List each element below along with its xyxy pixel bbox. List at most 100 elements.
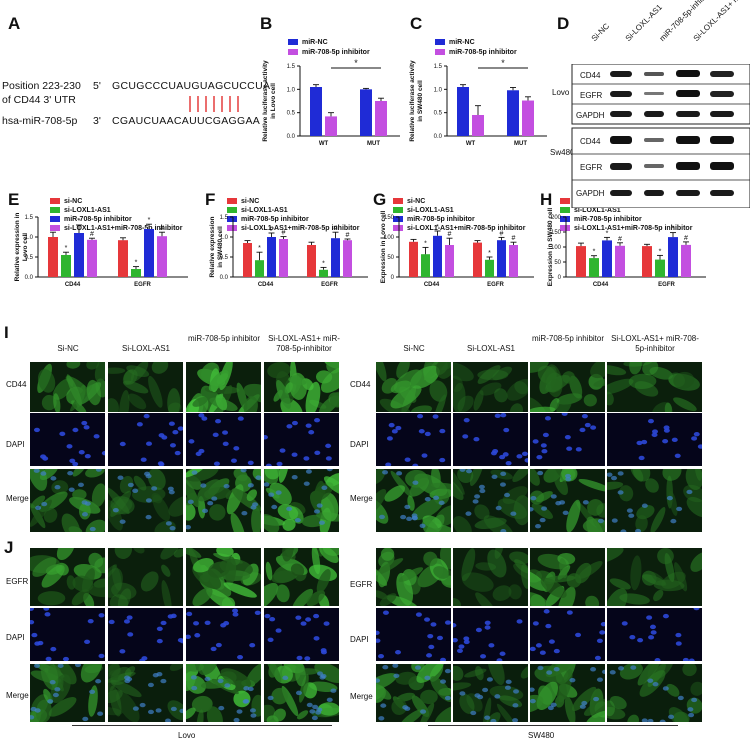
- legend-label: si-LOXL1-AS1+miR-708-5p inhibitor: [574, 225, 693, 232]
- mir-label: hsa-miR-708-5p: [2, 115, 78, 127]
- fluorescence-image: [30, 664, 105, 722]
- j-row-merge-sw480: Merge: [350, 692, 373, 701]
- bar: [507, 90, 519, 136]
- lovo-caption: Lovo: [178, 731, 196, 740]
- y-tick-label: 1.0: [25, 235, 34, 241]
- bar: [421, 254, 430, 277]
- bar: [87, 239, 97, 277]
- y-tick-label: 0: [391, 275, 395, 281]
- i-col-4-sw480: Si-LOXL-AS1+ miR-708-5p-inhibitor: [611, 334, 699, 353]
- bar: [360, 89, 372, 136]
- y-axis-label: Relative luciferase activityin SW480 cel…: [409, 60, 424, 142]
- y-tick-label: 50: [387, 255, 394, 261]
- x-tick-label: MUT: [514, 141, 527, 147]
- bar: [655, 259, 665, 277]
- bar: [433, 235, 442, 277]
- y-tick-label: 100: [551, 245, 562, 251]
- legend-label: si-NC: [241, 198, 259, 205]
- significance-marker: *: [593, 249, 596, 256]
- significance-marker: #: [160, 225, 164, 232]
- fluorescence-image: [607, 469, 702, 532]
- bar: [485, 259, 494, 277]
- fluorescence-image: [607, 362, 702, 412]
- x-tick-label: CD44: [424, 282, 440, 288]
- legend-label: si-LOXL1-AS1: [574, 207, 621, 214]
- bar: [509, 245, 518, 277]
- legend-label: miR-708-5p inhibitor: [449, 49, 517, 56]
- bar: [267, 237, 276, 277]
- bar: [576, 246, 586, 277]
- bar: [602, 240, 612, 277]
- mir-sequence: CGAUCUAACAUUCGAGGAA: [112, 115, 261, 127]
- significance-star: *: [501, 58, 505, 68]
- y-axis-label: Relative luciferase activityin Lovo cell: [262, 60, 277, 142]
- western-blot: Si-NC Si-LOXL-AS1 miR-708-5p-inhibitor S…: [550, 0, 753, 208]
- y-axis-label: Relative expressionin SW480 cell: [209, 216, 224, 277]
- fluorescence-image: [264, 608, 339, 661]
- fluorescence-image: [264, 548, 339, 606]
- bar: [589, 258, 599, 277]
- legend-label: miR-708-5p inhibitor: [574, 216, 642, 223]
- bar: [331, 238, 340, 277]
- j-row-dapi-sw480: DAPI: [350, 635, 369, 644]
- y-tick-label: 1.0: [220, 235, 229, 241]
- fluorescence-image: [453, 469, 528, 532]
- bar: [157, 236, 167, 277]
- i-row-cd44-lovo: CD44: [6, 380, 27, 389]
- chart-f: si-NC si-LOXL1-AS1 miR-708-5p inhibitor si-…: [209, 198, 368, 288]
- band-gapdh-lovo: GAPDH: [576, 111, 605, 120]
- bar: [74, 233, 84, 277]
- legend-swatch: [288, 49, 298, 55]
- bar: [144, 229, 154, 277]
- fluorescence-image: [108, 608, 183, 661]
- bar: [375, 101, 387, 136]
- utr-sequence: GCUGCCCUAUGUAGCUCCUA: [112, 80, 271, 92]
- x-tick-label: CD44: [593, 282, 609, 288]
- fluorescence-image: [453, 664, 528, 722]
- chart-e: si-NC si-LOXL1-AS1 miR-708-5p inhibitor si-…: [14, 198, 188, 288]
- i-col-2-lovo: Si-LOXL-AS1: [121, 344, 171, 353]
- i-row-cd44-sw480: CD44: [350, 380, 371, 389]
- y-tick-label: 0.0: [25, 275, 34, 281]
- legend-swatch: [393, 198, 403, 204]
- y-tick-label: 1.5: [287, 64, 296, 70]
- y-tick-label: 1.5: [25, 215, 34, 221]
- x-tick-label: CD44: [258, 282, 274, 288]
- legend-label: miR-708-5p inhibitor: [407, 216, 475, 223]
- legend-label: miR-708-5p inhibitor: [302, 49, 370, 56]
- band-gapdh-sw480: GAPDH: [576, 189, 605, 198]
- significance-marker: #: [270, 226, 274, 233]
- legend-swatch: [50, 207, 60, 213]
- significance-marker: *: [65, 245, 68, 252]
- legend-swatch: [393, 207, 403, 213]
- legend-swatch: [435, 39, 445, 45]
- significance-marker: *: [672, 226, 675, 233]
- panel-label-f: F: [205, 190, 216, 209]
- bar: [522, 100, 534, 136]
- fluorescence-image: [186, 548, 261, 606]
- y-tick-label: 0.0: [220, 275, 229, 281]
- y-tick-label: 0.5: [434, 111, 443, 117]
- position-text-1: Position 223-230: [2, 80, 81, 92]
- fluorescence-image: [108, 413, 183, 466]
- significance-marker: *: [606, 230, 609, 237]
- fluorescence-image: [108, 362, 183, 412]
- j-row-dapi-lovo: DAPI: [6, 633, 25, 642]
- panel-label-i: I: [4, 323, 9, 342]
- legend-label: si-NC: [64, 198, 82, 205]
- j-row-merge-lovo: Merge: [6, 691, 29, 700]
- fluorescence-image: [530, 664, 605, 722]
- significance-star: *: [354, 58, 358, 68]
- y-tick-label: 100: [384, 235, 395, 241]
- mir-3prime: 3': [93, 115, 101, 127]
- j-row-egfr-sw480: EGFR: [350, 580, 373, 589]
- i-col-3-sw480: miR-708-5p inhibitor: [531, 334, 605, 343]
- bar: [409, 241, 418, 277]
- x-tick-label: MUT: [367, 141, 380, 147]
- fluorescence-image: [453, 362, 528, 412]
- bar: [668, 237, 678, 277]
- utr-5prime: 5': [93, 80, 101, 92]
- bar: [615, 245, 625, 277]
- fluorescence-image: [186, 362, 261, 412]
- fluorescence-image: [607, 664, 702, 722]
